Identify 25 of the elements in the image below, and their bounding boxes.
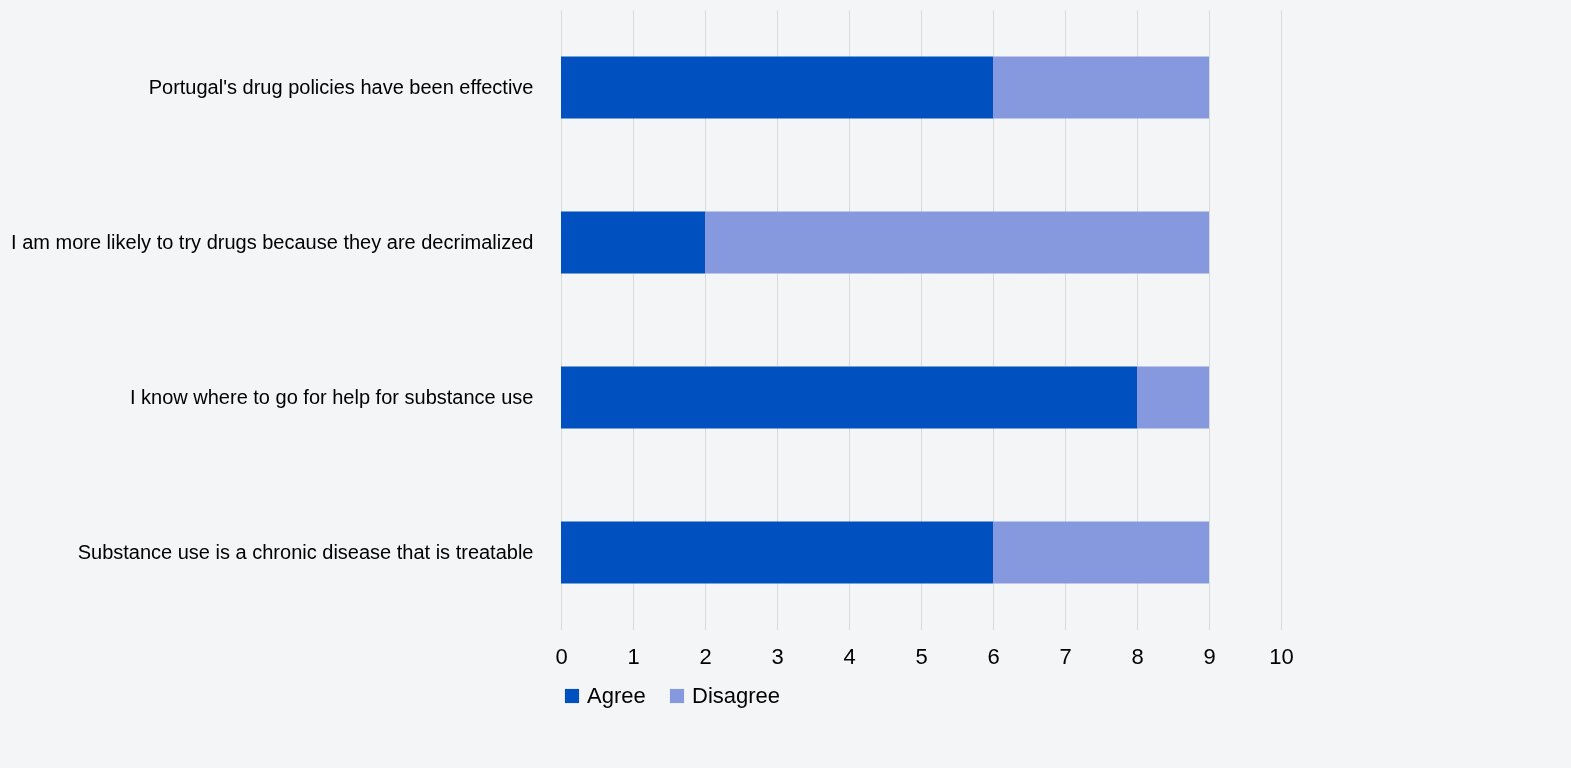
y-tick-label: Substance use is a chronic disease that is treatable — [77, 540, 534, 563]
x-tick-label: 4 — [843, 643, 856, 669]
legend-label: Agree — [587, 683, 646, 708]
bar — [561, 366, 1137, 429]
bar — [561, 56, 993, 119]
x-tick-label: 7 — [1059, 643, 1072, 669]
x-tick-label: 1 — [627, 643, 640, 669]
x-tick-label: 0 — [555, 643, 568, 669]
bar — [993, 521, 1209, 584]
bar — [993, 56, 1209, 119]
y-tick-label: Portugal's drug policies have been effective — [148, 75, 534, 98]
x-tick-label: 5 — [915, 643, 928, 669]
x-tick-label: 2 — [699, 643, 712, 669]
bar — [705, 211, 1209, 274]
x-tick-label: 8 — [1131, 643, 1144, 669]
y-tick-label: I am more likely to try drugs because they are decrimalized — [11, 230, 534, 253]
x-tick-label: 3 — [771, 643, 784, 669]
x-tick-label: 6 — [987, 643, 1000, 669]
bar — [561, 521, 993, 584]
y-tick-label: I know where to go for help for substance use — [129, 385, 534, 408]
x-tick-label: 9 — [1203, 643, 1216, 669]
x-tick-label: 10 — [1269, 643, 1294, 669]
bar — [561, 211, 705, 274]
bar — [1137, 366, 1209, 429]
legend-label: Disagree — [692, 683, 781, 708]
